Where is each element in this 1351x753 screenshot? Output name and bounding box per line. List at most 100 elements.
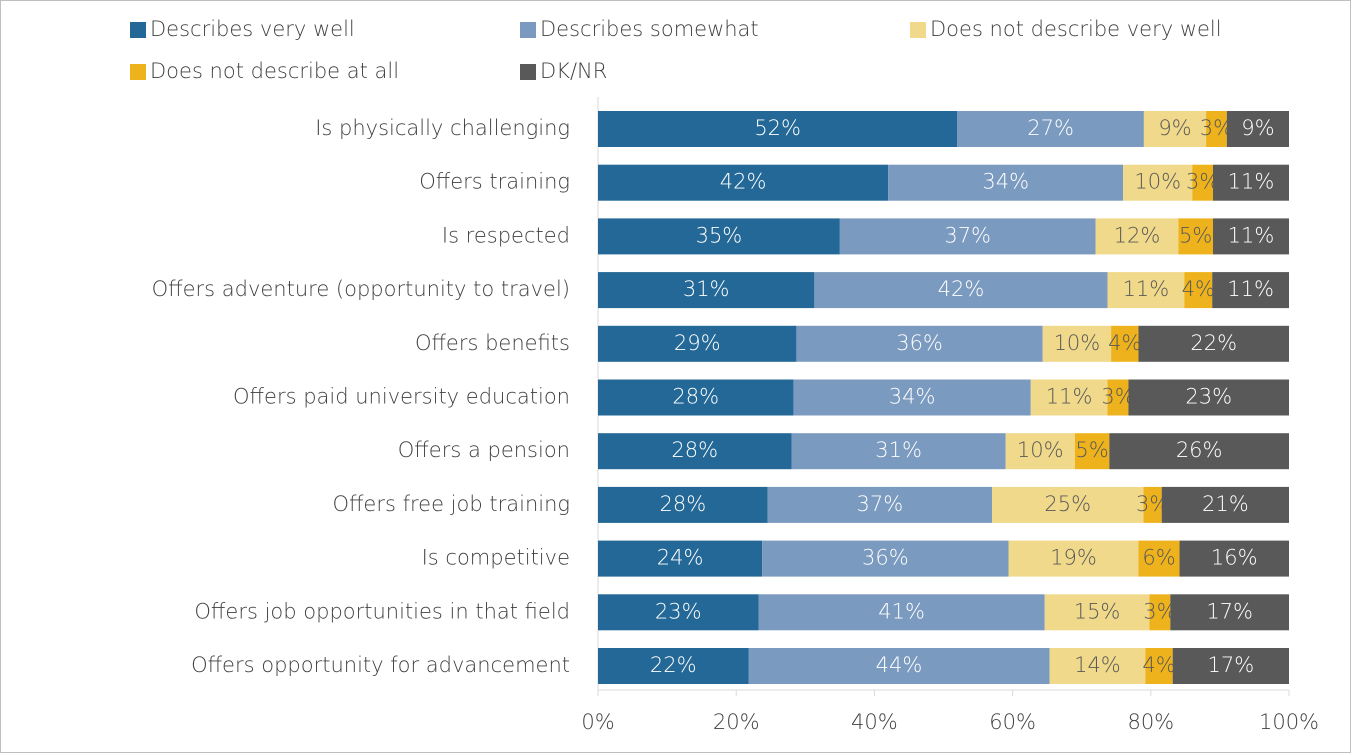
- data-label: 11%: [1228, 223, 1275, 247]
- bar-segment: [598, 433, 792, 470]
- bar-segment: [1226, 111, 1289, 147]
- data-label: 34%: [982, 170, 1029, 194]
- y-tick-label: Offers job opportunities in that field: [194, 599, 570, 623]
- data-label: 16%: [1211, 546, 1258, 570]
- legend-swatch: [130, 64, 146, 80]
- data-label: 31%: [875, 438, 922, 462]
- data-label: 4%: [1108, 331, 1141, 355]
- data-label: 42%: [938, 277, 985, 301]
- legend-swatch: [520, 64, 536, 80]
- bar-segment: [598, 272, 815, 309]
- legend-label: DK/NR: [540, 59, 607, 83]
- bar-segment: [1042, 325, 1112, 362]
- x-tick-label: 100%: [1259, 710, 1319, 734]
- bar-segment: [598, 164, 889, 201]
- data-label: 31%: [683, 277, 730, 301]
- data-label: 37%: [857, 492, 904, 516]
- bar-segment: [1107, 379, 1129, 416]
- bar-segment: [1008, 540, 1139, 577]
- data-label: 21%: [1202, 492, 1249, 516]
- data-label: 28%: [671, 438, 718, 462]
- y-tick-label: Is respected: [442, 223, 570, 247]
- bar-segment: [598, 486, 768, 523]
- data-label: 29%: [674, 331, 721, 355]
- data-label: 36%: [896, 331, 943, 355]
- y-tick-label: Offers opportunity for advancement: [191, 653, 570, 677]
- bar-segment: [1212, 164, 1289, 201]
- data-label: 27%: [1027, 116, 1074, 140]
- data-label: 11%: [1228, 170, 1275, 194]
- bar-segment: [598, 218, 840, 255]
- bar-segment: [1044, 594, 1150, 631]
- bar-segment: [598, 540, 763, 577]
- x-tick-label: 20%: [713, 710, 760, 734]
- bar-segment: [1138, 540, 1180, 577]
- bar-segment: [1149, 594, 1171, 631]
- bar-segment: [1206, 111, 1227, 147]
- bar-segment: [796, 325, 1043, 362]
- bar-segment: [758, 594, 1045, 631]
- bar-segment: [1179, 540, 1289, 577]
- bar-segment: [814, 272, 1108, 309]
- bar-segment: [1138, 325, 1289, 362]
- data-label: 10%: [1134, 170, 1181, 194]
- bar-segment: [1005, 433, 1075, 470]
- bar-segment: [791, 433, 1006, 470]
- data-label: 5%: [1179, 223, 1212, 247]
- bar-segment: [888, 164, 1124, 201]
- bar-segment: [1145, 648, 1173, 684]
- x-tick-label: 40%: [851, 710, 898, 734]
- data-label: 5%: [1075, 438, 1108, 462]
- data-label: 4%: [1182, 277, 1215, 301]
- data-label: 37%: [944, 223, 991, 247]
- y-tick-label: Offers adventure (opportunity to travel): [152, 277, 570, 301]
- bar-segment: [793, 379, 1031, 416]
- bar-segment: [598, 648, 749, 684]
- data-label: 25%: [1044, 492, 1091, 516]
- x-tick-label: 80%: [1127, 710, 1174, 734]
- data-label: 22%: [1190, 331, 1237, 355]
- bar-segment: [748, 648, 1050, 684]
- bar-segment: [1192, 164, 1213, 201]
- data-label: 22%: [650, 653, 697, 677]
- bar-segment: [1143, 486, 1162, 523]
- data-label: 36%: [862, 546, 909, 570]
- bar-segment: [839, 218, 1096, 255]
- bar-segment: [1170, 594, 1289, 631]
- bar-segment: [1107, 272, 1185, 309]
- bar-segment: [598, 111, 958, 147]
- y-tick-label: Offers training: [419, 170, 570, 194]
- bar-segment: [1095, 218, 1179, 255]
- data-label: 9%: [1158, 116, 1191, 140]
- bar-segment: [957, 111, 1144, 147]
- bar-segment: [1178, 218, 1213, 255]
- data-label: 11%: [1046, 385, 1093, 409]
- legend-label: Does not describe very well: [930, 17, 1222, 41]
- bar-segment: [598, 594, 759, 631]
- data-label: 42%: [720, 170, 767, 194]
- y-tick-label: Offers paid university education: [233, 385, 570, 409]
- data-label: 4%: [1142, 653, 1175, 677]
- bar-segment: [767, 486, 992, 523]
- y-tick-label: Offers a pension: [398, 438, 570, 462]
- data-label: 10%: [1054, 331, 1101, 355]
- legend-label: Describes very well: [150, 17, 355, 41]
- legend-label: Describes somewhat: [540, 17, 759, 41]
- bar-segment: [1074, 433, 1110, 470]
- data-label: 44%: [876, 653, 923, 677]
- bar-segment: [762, 540, 1009, 577]
- legend-swatch: [910, 22, 926, 38]
- bar-segment: [1111, 325, 1139, 362]
- data-label: 9%: [1241, 116, 1274, 140]
- y-tick-label: Offers benefits: [415, 331, 570, 355]
- data-label: 26%: [1176, 438, 1223, 462]
- data-label: 17%: [1208, 653, 1255, 677]
- bar-segment: [1212, 272, 1289, 309]
- data-label: 14%: [1074, 653, 1121, 677]
- y-tick-label: Is competitive: [422, 546, 570, 570]
- data-label: 41%: [878, 599, 925, 623]
- y-tick-label: Offers free job training: [332, 492, 570, 516]
- bar-segment: [991, 486, 1144, 523]
- data-label: 52%: [754, 116, 801, 140]
